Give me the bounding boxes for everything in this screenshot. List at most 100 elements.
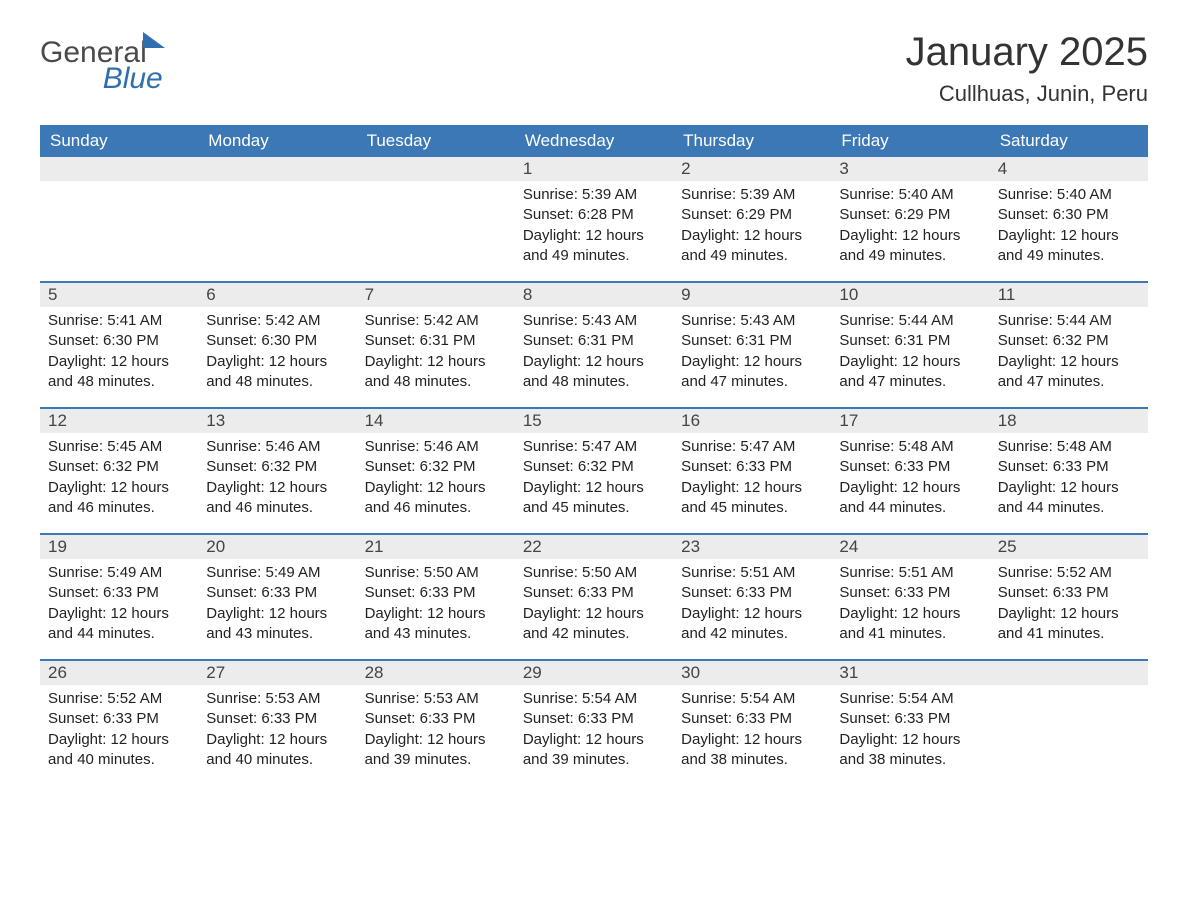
sunset-line: Sunset: 6:33 PM	[839, 583, 981, 603]
day-cell: 2Sunrise: 5:39 AMSunset: 6:29 PMDaylight…	[673, 157, 831, 281]
day-cell	[40, 157, 198, 281]
day-number	[40, 157, 198, 181]
day-cell: 27Sunrise: 5:53 AMSunset: 6:33 PMDayligh…	[198, 661, 356, 785]
sunset-line: Sunset: 6:33 PM	[839, 709, 981, 729]
day-cell: 19Sunrise: 5:49 AMSunset: 6:33 PMDayligh…	[40, 535, 198, 659]
day-body: Sunrise: 5:54 AMSunset: 6:33 PMDaylight:…	[831, 685, 989, 780]
day-body: Sunrise: 5:40 AMSunset: 6:30 PMDaylight:…	[990, 181, 1148, 276]
location: Cullhuas, Junin, Peru	[906, 81, 1148, 107]
day-body: Sunrise: 5:42 AMSunset: 6:30 PMDaylight:…	[198, 307, 356, 402]
day-number: 16	[673, 409, 831, 433]
brand-logo: General Blue	[40, 30, 165, 94]
day-number: 24	[831, 535, 989, 559]
day-cell: 8Sunrise: 5:43 AMSunset: 6:31 PMDaylight…	[515, 283, 673, 407]
day-body: Sunrise: 5:50 AMSunset: 6:33 PMDaylight:…	[357, 559, 515, 654]
daylight-line: Daylight: 12 hours and 40 minutes.	[206, 730, 348, 771]
daylight-line: Daylight: 12 hours and 48 minutes.	[48, 352, 190, 393]
sunset-line: Sunset: 6:33 PM	[681, 709, 823, 729]
sunrise-line: Sunrise: 5:49 AM	[48, 563, 190, 583]
sunrise-line: Sunrise: 5:51 AM	[681, 563, 823, 583]
day-body: Sunrise: 5:48 AMSunset: 6:33 PMDaylight:…	[831, 433, 989, 528]
sunset-line: Sunset: 6:33 PM	[365, 709, 507, 729]
day-body: Sunrise: 5:44 AMSunset: 6:32 PMDaylight:…	[990, 307, 1148, 402]
sunset-line: Sunset: 6:33 PM	[998, 457, 1140, 477]
day-body: Sunrise: 5:54 AMSunset: 6:33 PMDaylight:…	[515, 685, 673, 780]
day-number	[357, 157, 515, 181]
month-title: January 2025	[906, 30, 1148, 75]
daylight-line: Daylight: 12 hours and 44 minutes.	[48, 604, 190, 645]
day-body: Sunrise: 5:49 AMSunset: 6:33 PMDaylight:…	[40, 559, 198, 654]
daylight-line: Daylight: 12 hours and 43 minutes.	[365, 604, 507, 645]
day-cell: 21Sunrise: 5:50 AMSunset: 6:33 PMDayligh…	[357, 535, 515, 659]
daylight-line: Daylight: 12 hours and 49 minutes.	[681, 226, 823, 267]
day-number: 10	[831, 283, 989, 307]
day-number: 1	[515, 157, 673, 181]
sunset-line: Sunset: 6:33 PM	[839, 457, 981, 477]
day-body: Sunrise: 5:53 AMSunset: 6:33 PMDaylight:…	[357, 685, 515, 780]
dow-cell: Sunday	[40, 125, 198, 157]
sunrise-line: Sunrise: 5:46 AM	[365, 437, 507, 457]
day-body: Sunrise: 5:47 AMSunset: 6:32 PMDaylight:…	[515, 433, 673, 528]
sunrise-line: Sunrise: 5:53 AM	[365, 689, 507, 709]
sunrise-line: Sunrise: 5:48 AM	[839, 437, 981, 457]
sunset-line: Sunset: 6:33 PM	[48, 583, 190, 603]
sunset-line: Sunset: 6:32 PM	[998, 331, 1140, 351]
daylight-line: Daylight: 12 hours and 44 minutes.	[839, 478, 981, 519]
brand-text: General Blue	[40, 38, 165, 94]
day-number: 15	[515, 409, 673, 433]
day-cell: 22Sunrise: 5:50 AMSunset: 6:33 PMDayligh…	[515, 535, 673, 659]
dow-cell: Wednesday	[515, 125, 673, 157]
day-body: Sunrise: 5:39 AMSunset: 6:28 PMDaylight:…	[515, 181, 673, 276]
day-body: Sunrise: 5:47 AMSunset: 6:33 PMDaylight:…	[673, 433, 831, 528]
day-cell: 6Sunrise: 5:42 AMSunset: 6:30 PMDaylight…	[198, 283, 356, 407]
day-cell: 20Sunrise: 5:49 AMSunset: 6:33 PMDayligh…	[198, 535, 356, 659]
day-body: Sunrise: 5:44 AMSunset: 6:31 PMDaylight:…	[831, 307, 989, 402]
day-body: Sunrise: 5:41 AMSunset: 6:30 PMDaylight:…	[40, 307, 198, 402]
day-cell: 26Sunrise: 5:52 AMSunset: 6:33 PMDayligh…	[40, 661, 198, 785]
day-cell: 7Sunrise: 5:42 AMSunset: 6:31 PMDaylight…	[357, 283, 515, 407]
header: General Blue January 2025 Cullhuas, Juni…	[40, 30, 1148, 107]
daylight-line: Daylight: 12 hours and 48 minutes.	[365, 352, 507, 393]
daylight-line: Daylight: 12 hours and 45 minutes.	[523, 478, 665, 519]
day-number: 14	[357, 409, 515, 433]
sunset-line: Sunset: 6:33 PM	[48, 709, 190, 729]
daylight-line: Daylight: 12 hours and 42 minutes.	[681, 604, 823, 645]
sunset-line: Sunset: 6:28 PM	[523, 205, 665, 225]
sunset-line: Sunset: 6:30 PM	[48, 331, 190, 351]
day-cell	[990, 661, 1148, 785]
daylight-line: Daylight: 12 hours and 47 minutes.	[681, 352, 823, 393]
day-body	[198, 181, 356, 195]
day-body: Sunrise: 5:53 AMSunset: 6:33 PMDaylight:…	[198, 685, 356, 780]
daylight-line: Daylight: 12 hours and 44 minutes.	[998, 478, 1140, 519]
sunrise-line: Sunrise: 5:54 AM	[681, 689, 823, 709]
day-cell: 11Sunrise: 5:44 AMSunset: 6:32 PMDayligh…	[990, 283, 1148, 407]
day-number	[990, 661, 1148, 685]
sunset-line: Sunset: 6:30 PM	[998, 205, 1140, 225]
daylight-line: Daylight: 12 hours and 43 minutes.	[206, 604, 348, 645]
dow-cell: Monday	[198, 125, 356, 157]
day-number: 8	[515, 283, 673, 307]
day-cell: 12Sunrise: 5:45 AMSunset: 6:32 PMDayligh…	[40, 409, 198, 533]
sunrise-line: Sunrise: 5:50 AM	[523, 563, 665, 583]
sunrise-line: Sunrise: 5:41 AM	[48, 311, 190, 331]
sunset-line: Sunset: 6:31 PM	[839, 331, 981, 351]
sunrise-line: Sunrise: 5:51 AM	[839, 563, 981, 583]
day-number: 18	[990, 409, 1148, 433]
sunset-line: Sunset: 6:33 PM	[523, 583, 665, 603]
day-number: 5	[40, 283, 198, 307]
daylight-line: Daylight: 12 hours and 41 minutes.	[839, 604, 981, 645]
sunset-line: Sunset: 6:29 PM	[681, 205, 823, 225]
sunset-line: Sunset: 6:33 PM	[206, 583, 348, 603]
day-body: Sunrise: 5:39 AMSunset: 6:29 PMDaylight:…	[673, 181, 831, 276]
day-cell	[357, 157, 515, 281]
day-body	[40, 181, 198, 195]
daylight-line: Daylight: 12 hours and 48 minutes.	[206, 352, 348, 393]
day-cell: 18Sunrise: 5:48 AMSunset: 6:33 PMDayligh…	[990, 409, 1148, 533]
dow-cell: Saturday	[990, 125, 1148, 157]
sunset-line: Sunset: 6:33 PM	[998, 583, 1140, 603]
day-cell: 15Sunrise: 5:47 AMSunset: 6:32 PMDayligh…	[515, 409, 673, 533]
daylight-line: Daylight: 12 hours and 46 minutes.	[206, 478, 348, 519]
day-body: Sunrise: 5:45 AMSunset: 6:32 PMDaylight:…	[40, 433, 198, 528]
sunrise-line: Sunrise: 5:39 AM	[681, 185, 823, 205]
daylight-line: Daylight: 12 hours and 38 minutes.	[839, 730, 981, 771]
